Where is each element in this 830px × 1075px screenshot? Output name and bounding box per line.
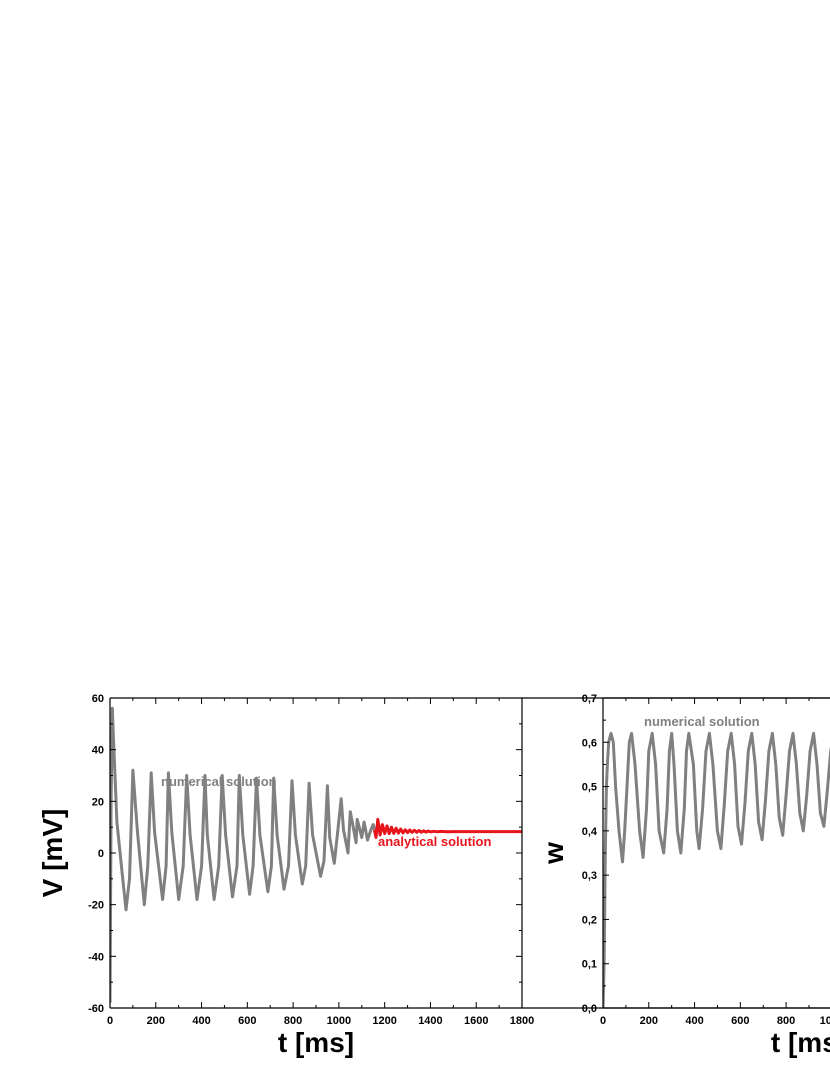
y-tick-label: 0,7 bbox=[582, 693, 597, 705]
y-tick-label: 40 bbox=[92, 745, 104, 757]
y-tick-label: 0,5 bbox=[582, 782, 597, 794]
y-tick-label: 60 bbox=[92, 693, 104, 705]
y-tick-label: 0,6 bbox=[582, 737, 597, 749]
x-tick-label: 600 bbox=[238, 1015, 256, 1027]
y-axis-label: V [mV] bbox=[37, 809, 68, 898]
y-tick-label: -60 bbox=[88, 1003, 104, 1015]
x-tick-label: 400 bbox=[685, 1015, 703, 1027]
x-tick-label: 0 bbox=[107, 1015, 113, 1027]
annotation-1: numerical solution bbox=[644, 714, 760, 729]
x-tick-label: 800 bbox=[777, 1015, 795, 1027]
annotation-1: numerical solution bbox=[161, 774, 277, 789]
x-tick-label: 1000 bbox=[820, 1015, 830, 1027]
x-tick-label: 1600 bbox=[464, 1015, 488, 1027]
y-tick-label: 0 bbox=[98, 848, 104, 860]
chart-2: 0 200 400 600 800 1000 0,0 0,1 0,2 0,3 0,4 0,5 0,6 0,… bbox=[538, 693, 830, 1058]
y-tick-label: 0,0 bbox=[582, 1003, 597, 1015]
x-tick-label: 1400 bbox=[418, 1015, 442, 1027]
y-tick-label: 0,4 bbox=[582, 826, 598, 838]
y-tick-label: 0,2 bbox=[582, 914, 597, 926]
series-line-2 bbox=[372, 817, 522, 839]
x-tick-label: 1000 bbox=[327, 1015, 351, 1027]
y-axis-label: w bbox=[538, 842, 569, 865]
series-line-1 bbox=[110, 706, 376, 1003]
x-tick-label: 600 bbox=[731, 1015, 749, 1027]
chart-1: 0 200 400 600 800 1000 1200 1400 1600 1800-60-40-… bbox=[37, 693, 830, 1058]
x-tick-label: 200 bbox=[147, 1015, 165, 1027]
x-tick-label: 800 bbox=[284, 1015, 302, 1027]
series-line-1 bbox=[603, 731, 830, 1008]
x-tick-label: 400 bbox=[192, 1015, 210, 1027]
annotation-2: analytical solution bbox=[378, 834, 491, 849]
x-axis-label: t [ms] bbox=[278, 1027, 354, 1058]
x-tick-label: 1800 bbox=[510, 1015, 534, 1027]
y-tick-label: -20 bbox=[88, 900, 104, 912]
x-tick-label: 200 bbox=[640, 1015, 658, 1027]
y-tick-label: 0,3 bbox=[582, 870, 597, 882]
x-tick-label: 1200 bbox=[372, 1015, 396, 1027]
y-tick-label: -40 bbox=[88, 951, 104, 963]
x-tick-label: 0 bbox=[600, 1015, 606, 1027]
y-tick-label: 20 bbox=[92, 796, 104, 808]
x-axis-label: t [ms] bbox=[771, 1027, 830, 1058]
y-tick-label: 0,1 bbox=[582, 959, 597, 971]
